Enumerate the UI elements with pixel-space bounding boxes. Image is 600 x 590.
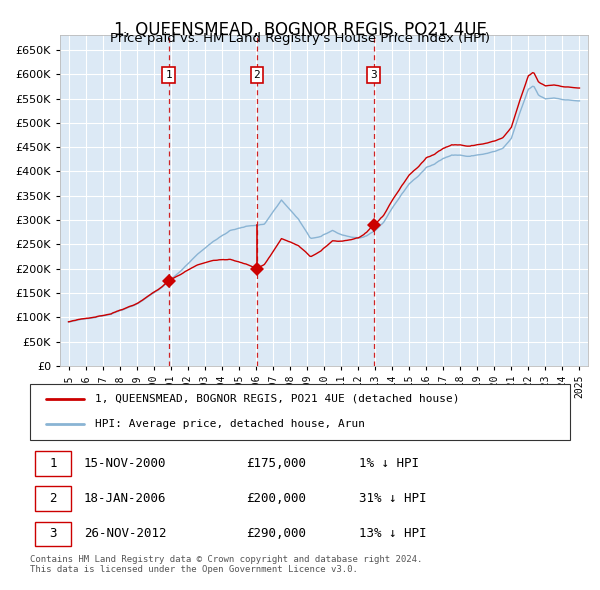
Text: Contains HM Land Registry data © Crown copyright and database right 2024.
This d: Contains HM Land Registry data © Crown c… xyxy=(30,555,422,574)
FancyBboxPatch shape xyxy=(35,451,71,476)
FancyBboxPatch shape xyxy=(35,486,71,511)
Text: 1% ↓ HPI: 1% ↓ HPI xyxy=(359,457,419,470)
Text: 18-JAN-2006: 18-JAN-2006 xyxy=(84,492,167,505)
Text: 2: 2 xyxy=(253,70,260,80)
FancyBboxPatch shape xyxy=(30,384,570,440)
Text: £200,000: £200,000 xyxy=(246,492,306,505)
Text: £175,000: £175,000 xyxy=(246,457,306,470)
Text: 31% ↓ HPI: 31% ↓ HPI xyxy=(359,492,427,505)
Text: 13% ↓ HPI: 13% ↓ HPI xyxy=(359,527,427,540)
Text: £290,000: £290,000 xyxy=(246,527,306,540)
Text: 1: 1 xyxy=(49,457,57,470)
Text: HPI: Average price, detached house, Arun: HPI: Average price, detached house, Arun xyxy=(95,419,365,430)
Text: 3: 3 xyxy=(370,70,377,80)
Text: 1, QUEENSMEAD, BOGNOR REGIS, PO21 4UE (detached house): 1, QUEENSMEAD, BOGNOR REGIS, PO21 4UE (d… xyxy=(95,394,460,404)
Text: Price paid vs. HM Land Registry's House Price Index (HPI): Price paid vs. HM Land Registry's House … xyxy=(110,32,490,45)
Text: 2: 2 xyxy=(49,492,57,505)
Text: 26-NOV-2012: 26-NOV-2012 xyxy=(84,527,167,540)
FancyBboxPatch shape xyxy=(35,522,71,546)
Text: 1, QUEENSMEAD, BOGNOR REGIS, PO21 4UE: 1, QUEENSMEAD, BOGNOR REGIS, PO21 4UE xyxy=(113,21,487,39)
Text: 15-NOV-2000: 15-NOV-2000 xyxy=(84,457,167,470)
Text: 3: 3 xyxy=(49,527,57,540)
Text: 1: 1 xyxy=(165,70,172,80)
